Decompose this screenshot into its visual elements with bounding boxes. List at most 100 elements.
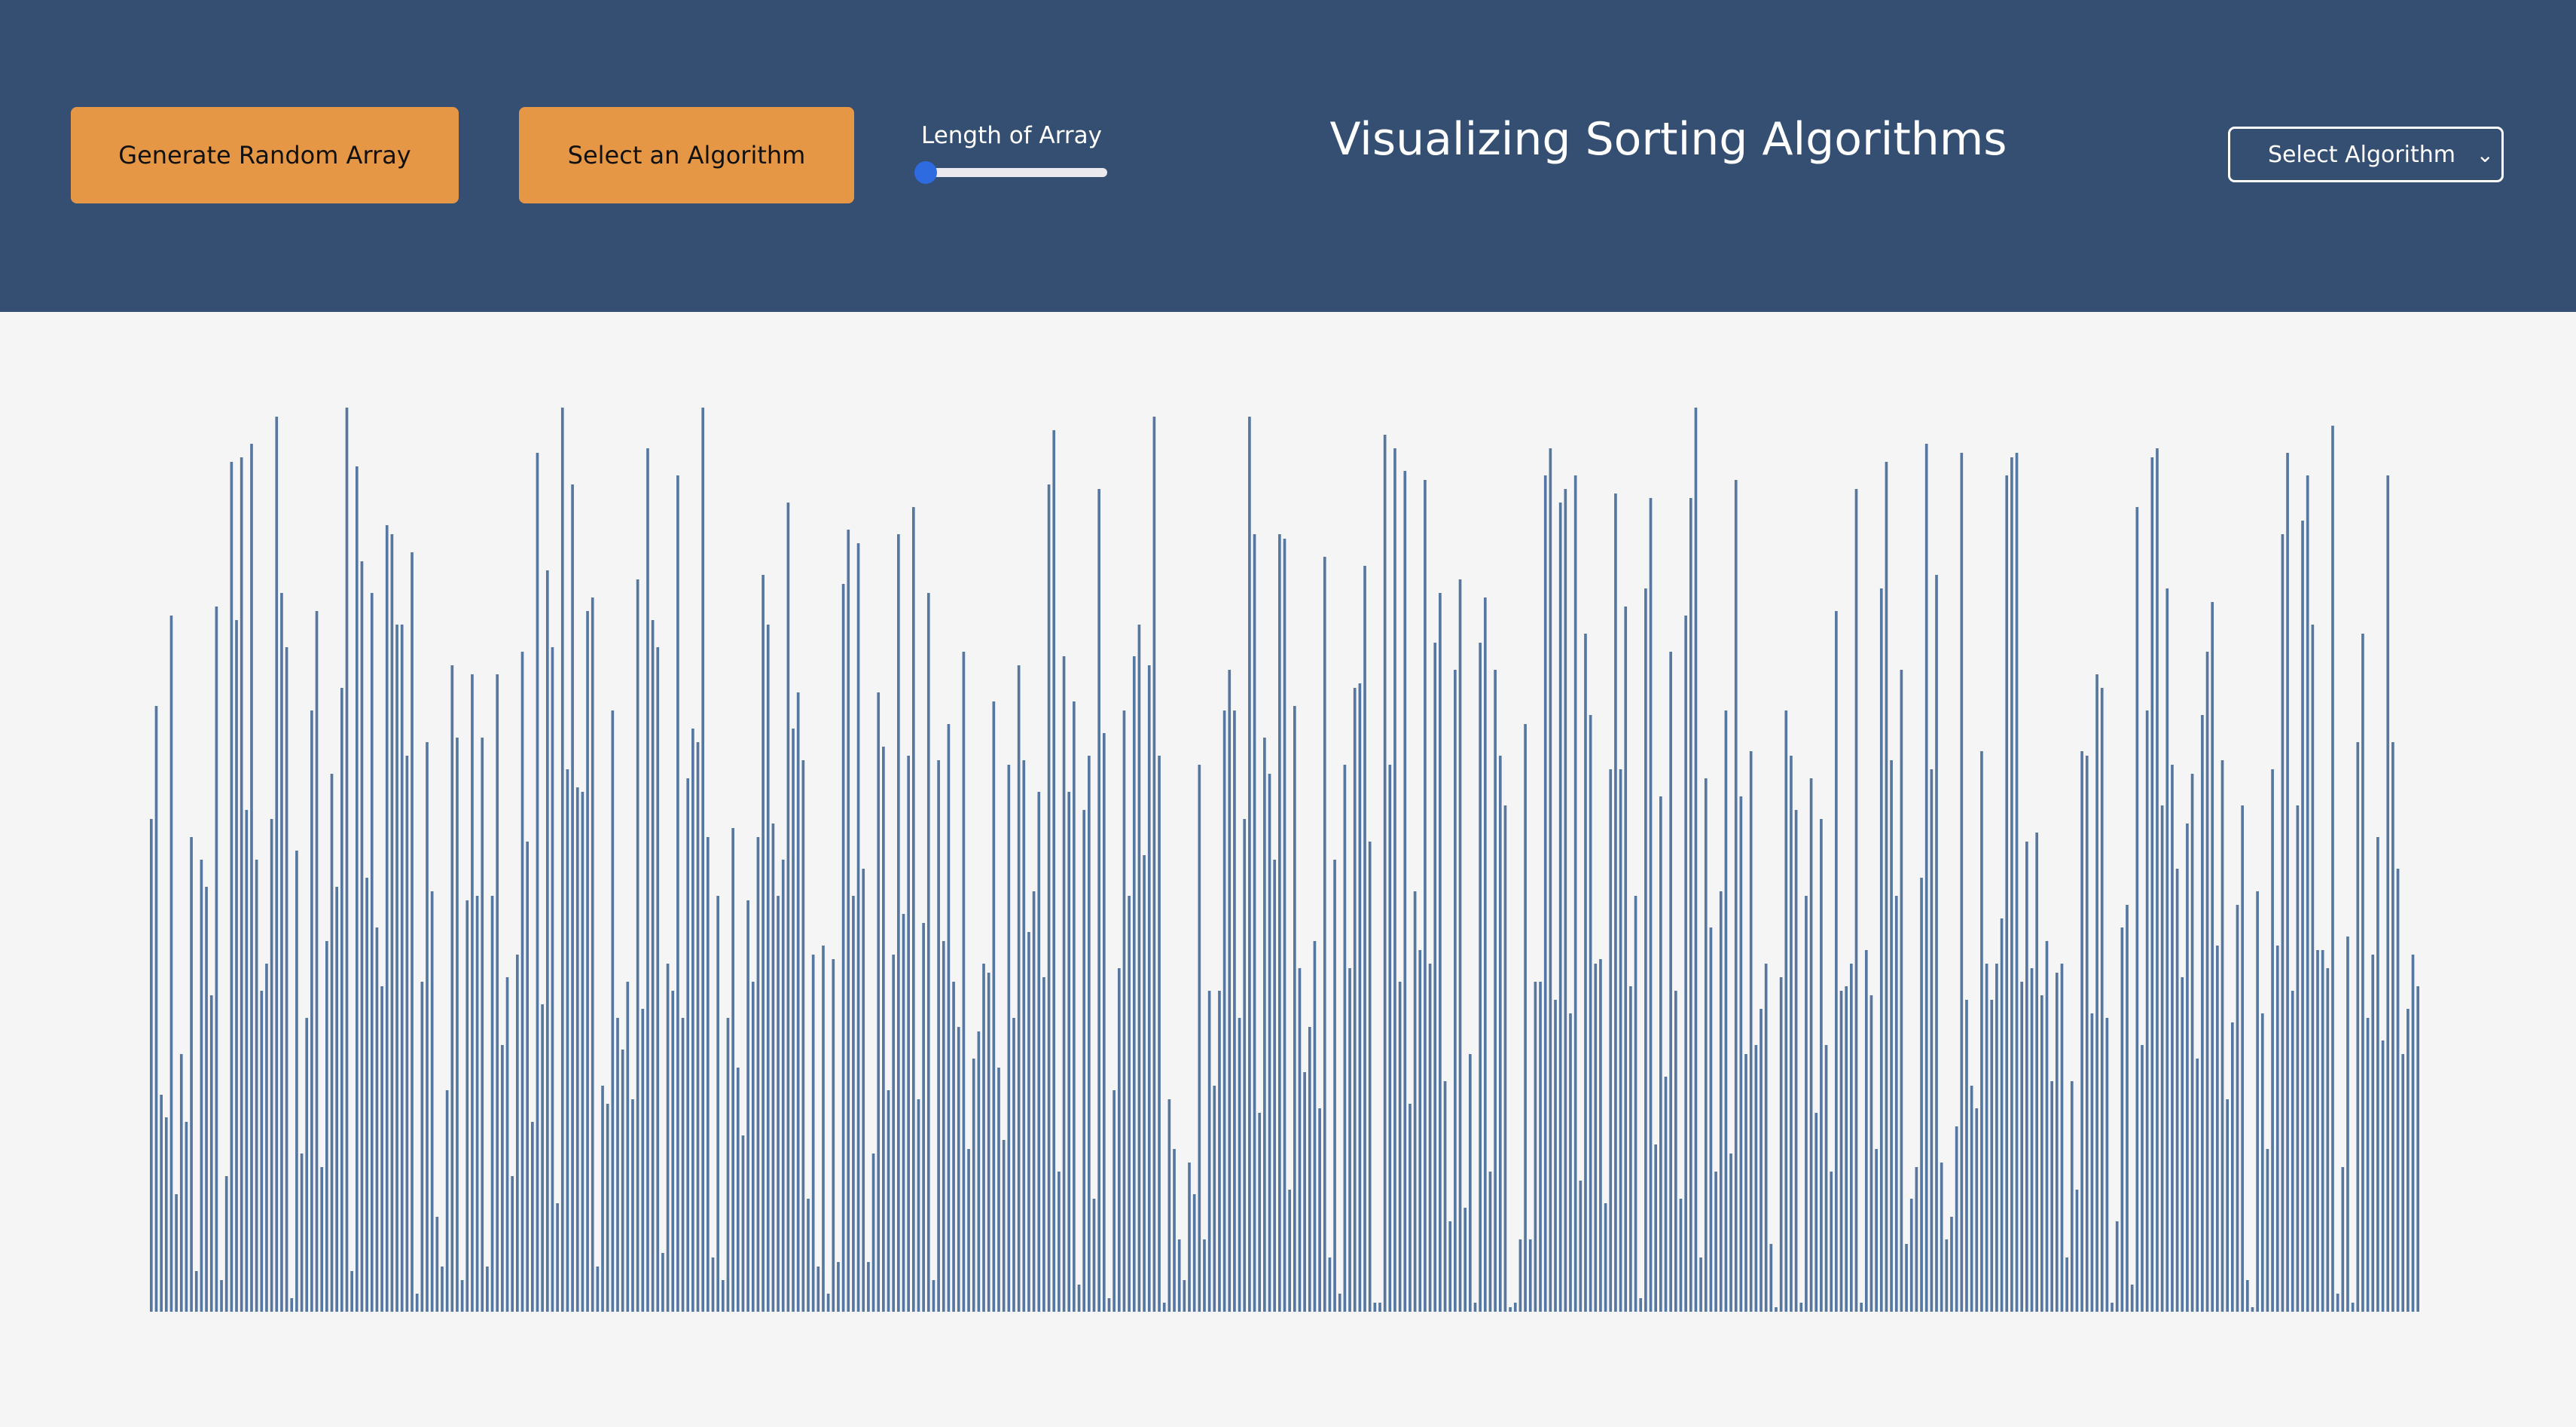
array-bar [867, 1262, 870, 1312]
array-bar [1173, 1149, 1176, 1312]
array-bar [390, 534, 394, 1312]
array-bar [1935, 575, 1938, 1312]
array-bar [1027, 932, 1030, 1312]
array-bar [1739, 796, 1743, 1312]
array-bar [496, 674, 499, 1312]
array-bar [1258, 1113, 1262, 1312]
array-bar [2050, 1081, 2053, 1312]
array-bar [1403, 471, 1407, 1312]
array-bar [536, 453, 539, 1312]
array-bar [1915, 1167, 1918, 1312]
array-bar [2306, 475, 2309, 1312]
array-bar [997, 1068, 1000, 1312]
array-bar [786, 503, 790, 1312]
array-bar [2275, 946, 2279, 1312]
array-bar [380, 986, 383, 1312]
array-bar [1589, 715, 1592, 1312]
array-bar [179, 1054, 183, 1312]
array-bar [1308, 1027, 1311, 1312]
array-bar [1694, 408, 1698, 1312]
array-bar [962, 652, 966, 1312]
array-bar [501, 1045, 504, 1312]
array-bar [1814, 1113, 1818, 1312]
array-bar [2341, 1167, 2345, 1312]
array-bar [1117, 968, 1121, 1312]
array-bar [1760, 1009, 1763, 1312]
array-bar [2321, 950, 2324, 1312]
array-bar [245, 810, 249, 1312]
array-bar [1454, 670, 1457, 1312]
array-bar [2205, 652, 2209, 1312]
array-bar [315, 611, 319, 1312]
array-bar [1629, 986, 1632, 1312]
array-bar [235, 620, 238, 1312]
array-bar [270, 819, 273, 1312]
array-bar [1924, 444, 1928, 1312]
array-bar [2115, 1221, 2119, 1312]
array-bar [2316, 950, 2319, 1312]
array-bar [1077, 1285, 1081, 1312]
array-bar [2201, 715, 2204, 1312]
array-bar [1162, 1303, 1166, 1312]
array-length-slider[interactable] [919, 168, 1107, 177]
array-bar [2416, 986, 2419, 1312]
array-bar [1539, 982, 1542, 1312]
algorithm-dropdown[interactable]: Select Algorithm ⌄ [2228, 127, 2504, 182]
array-bar [2301, 521, 2304, 1312]
array-bar [1869, 995, 1873, 1312]
select-an-algorithm-button[interactable]: Select an Algorithm [519, 107, 854, 203]
array-bar [1113, 1090, 1116, 1312]
array-bar [471, 674, 474, 1312]
array-bar [435, 1217, 439, 1312]
array-bar [556, 1203, 559, 1312]
array-bar [2286, 453, 2289, 1312]
array-bar [871, 1154, 875, 1312]
array-bar [2165, 588, 2169, 1312]
array-bar [1238, 1018, 1241, 1312]
array-bar [1775, 1307, 1778, 1312]
array-bar [1754, 1045, 1758, 1312]
array-bar [2040, 995, 2043, 1312]
array-bar [1809, 778, 1813, 1312]
array-bar [1373, 1303, 1377, 1312]
array-bar [651, 620, 655, 1312]
array-bar [1784, 710, 1788, 1312]
array-length-label: Length of Array [920, 122, 1102, 149]
array-bar [1022, 760, 1026, 1312]
array-bar [987, 973, 990, 1312]
array-bar [917, 1099, 920, 1312]
array-bar [646, 448, 649, 1312]
generate-random-array-button[interactable]: Generate Random Array [71, 107, 459, 203]
array-bar [1830, 1172, 1833, 1312]
array-bar [1268, 774, 1271, 1312]
array-bar [1729, 1154, 1732, 1312]
array-bar [1052, 430, 1056, 1312]
array-bar [626, 982, 630, 1312]
array-bar [2005, 475, 2009, 1312]
array-bar [792, 729, 795, 1312]
array-bar [1744, 1054, 1747, 1312]
slider-thumb[interactable] [914, 161, 937, 184]
array-bar [1253, 534, 1256, 1312]
array-bar [736, 1068, 740, 1312]
array-bar [405, 756, 409, 1312]
array-bar [1167, 1099, 1171, 1312]
array-bar [1564, 489, 1567, 1312]
array-bar [1433, 643, 1437, 1312]
array-bar [1839, 991, 1843, 1312]
array-bar [340, 688, 343, 1312]
array-bar [2156, 448, 2159, 1312]
array-bar [731, 828, 734, 1312]
array-bar [1343, 765, 1347, 1312]
array-bar [1143, 855, 1146, 1312]
array-bar [475, 896, 479, 1312]
array-bar [2311, 625, 2315, 1312]
array-bar [355, 466, 359, 1312]
array-bar [1233, 710, 1236, 1312]
array-bar [1047, 484, 1051, 1312]
array-bar [2100, 688, 2104, 1312]
array-bar [1458, 579, 1462, 1312]
array-bar [1203, 1239, 1206, 1312]
array-bar [465, 900, 469, 1312]
array-bar [1177, 1239, 1181, 1312]
